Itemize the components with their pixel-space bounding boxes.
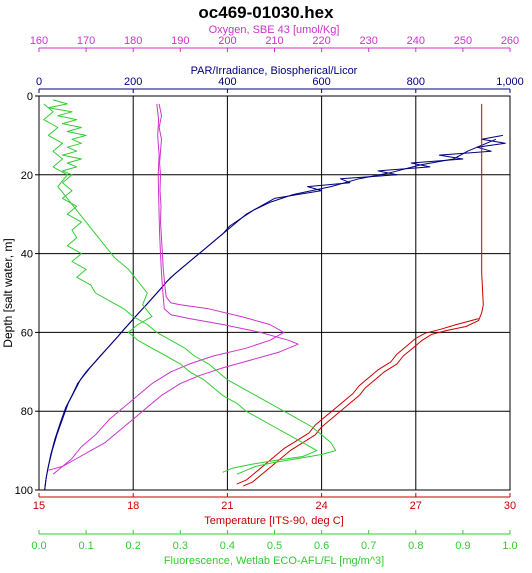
oxygen-tick-label: 230 xyxy=(360,35,378,47)
oxygen-tick-label: 240 xyxy=(407,35,425,47)
depth-tick-label: 100 xyxy=(15,485,33,497)
temperature-tick-label: 15 xyxy=(33,500,45,512)
oxygen-tick-label: 170 xyxy=(77,35,95,47)
oxygen-tick-label: 200 xyxy=(218,35,236,47)
chart-title: oc469-01030.hex xyxy=(198,3,334,22)
temperature-axis: 15 18 21 24 27 30 xyxy=(33,493,516,512)
plot-grid xyxy=(39,96,510,490)
temperature-tick-label: 18 xyxy=(127,500,139,512)
oxygen-tick-label: 220 xyxy=(312,35,330,47)
oxygen-tick-label: 260 xyxy=(501,35,519,47)
oxygen-profile-line xyxy=(48,103,299,471)
plot-series xyxy=(43,99,506,491)
depth-axis: 0 20 40 60 80 100 xyxy=(15,91,39,497)
oxygen-axis: 160 170 180 190 200 210 220 230 240 250 260 xyxy=(30,35,519,52)
fluorescence-tick-label: 0.8 xyxy=(408,540,423,552)
fluorescence-axis: 0.0 0.1 0.2 0.3 0.4 0.5 0.6 0.7 0.8 0.9 1.0 xyxy=(31,530,518,552)
fluorescence-tick-label: 0.4 xyxy=(220,540,235,552)
fluorescence-tick-label: 1.0 xyxy=(502,540,517,552)
temperature-axis-label: Temperature [ITS-90, deg C] xyxy=(204,515,343,527)
temperature-profile-line xyxy=(242,103,484,487)
depth-tick-label: 20 xyxy=(21,170,33,182)
oxygen-tick-label: 250 xyxy=(454,35,472,47)
par-tick-label: 0 xyxy=(36,76,42,88)
fluorescence-tick-label: 0.5 xyxy=(267,540,282,552)
oxygen-tick-label: 210 xyxy=(265,35,283,47)
par-tick-label: 200 xyxy=(124,76,142,88)
par-tick-label: 1,000 xyxy=(496,76,524,88)
par-tick-label: 400 xyxy=(218,76,236,88)
fluorescence-tick-label: 0.2 xyxy=(126,540,141,552)
fluorescence-tick-label: 0.7 xyxy=(361,540,376,552)
fluorescence-axis-label: Fluorescence, Wetlab ECO-AFL/FL [mg/m^3] xyxy=(164,555,384,567)
oxygen-profile-line xyxy=(52,103,285,475)
temperature-tick-label: 27 xyxy=(410,500,422,512)
par-tick-label: 800 xyxy=(407,76,425,88)
temperature-tick-label: 21 xyxy=(221,500,233,512)
plot-frame xyxy=(38,95,511,491)
fluorescence-tick-label: 0.6 xyxy=(314,540,329,552)
par-tick-label: 600 xyxy=(312,76,330,88)
fluorescence-tick-label: 0.3 xyxy=(173,540,188,552)
temperature-profile-line xyxy=(236,318,479,485)
oxygen-tick-label: 160 xyxy=(30,35,48,47)
fluorescence-tick-label: 0.0 xyxy=(31,540,46,552)
temperature-tick-label: 30 xyxy=(504,500,516,512)
par-profile-line xyxy=(44,138,497,491)
depth-tick-label: 80 xyxy=(21,406,33,418)
par-axis-label: PAR/Irradiance, Biospherical/Licor xyxy=(191,65,358,77)
oxygen-tick-label: 190 xyxy=(171,35,189,47)
depth-tick-label: 0 xyxy=(27,91,33,103)
fluorescence-tick-label: 0.9 xyxy=(455,540,470,552)
oxygen-axis-label: Oxygen, SBE 43 [umol/Kg] xyxy=(209,24,340,36)
depth-tick-label: 60 xyxy=(21,327,33,339)
fluorescence-tick-label: 0.1 xyxy=(78,540,93,552)
oxygen-tick-label: 180 xyxy=(124,35,142,47)
fluorescence-profile-line xyxy=(47,99,337,475)
temperature-tick-label: 24 xyxy=(315,500,327,512)
par-axis: 0 200 400 600 800 1,000 xyxy=(36,76,524,93)
depth-tick-label: 40 xyxy=(21,249,33,261)
depth-axis-label: Depth [salt water, m] xyxy=(1,238,15,347)
fluorescence-profile-line xyxy=(43,103,318,473)
